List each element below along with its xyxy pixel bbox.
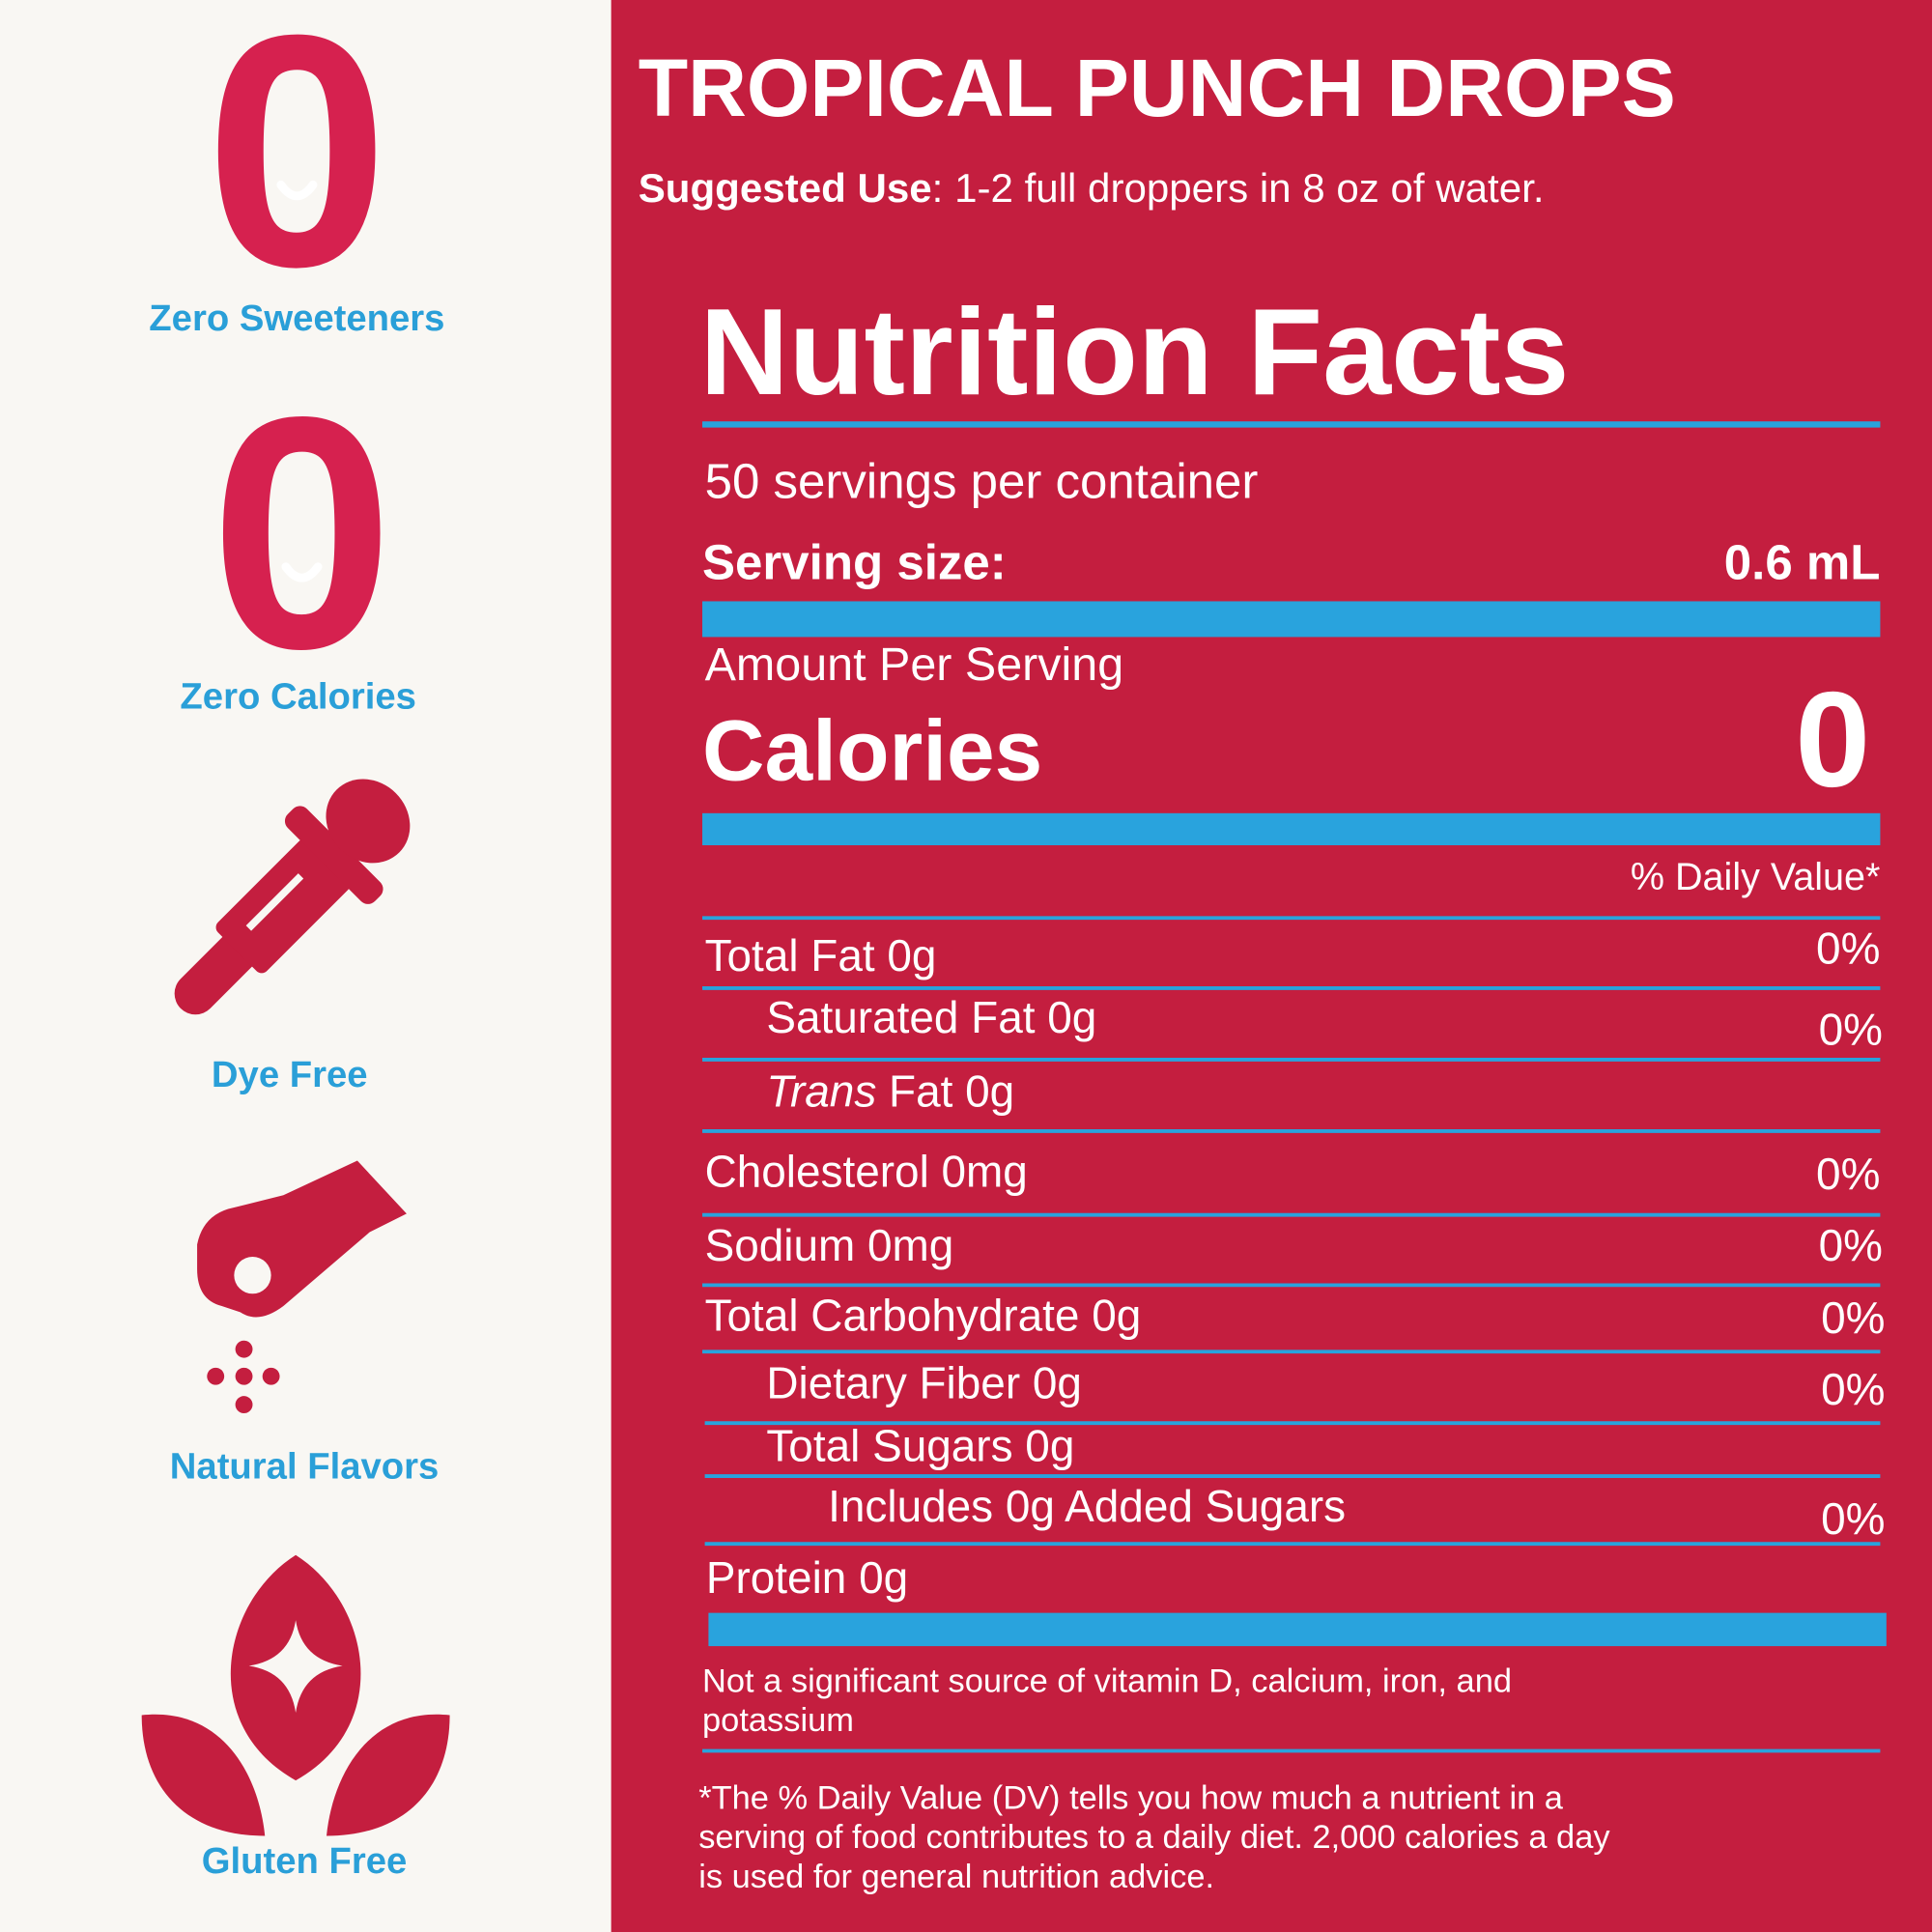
title: TROPICAL PUNCH DROPS [639, 43, 1676, 133]
nutrient: Trans Fat 0g [766, 1065, 1014, 1116]
footnote-line: is used for general nutrition advice. [698, 1859, 1214, 1895]
nutrient: Total Carbohydrate 0g [705, 1291, 1142, 1341]
daily-value: 0% [1816, 923, 1880, 973]
daily-value: 0% [1819, 1005, 1883, 1055]
calories-value: 0 [1795, 664, 1870, 815]
thick-bar [708, 1612, 1887, 1647]
badge-label: Zero Calories [180, 675, 415, 717]
footnote-line: serving of food contributes to a daily d… [698, 1819, 1610, 1856]
dropper-icon [174, 779, 411, 1015]
badge-label: Natural Flavors [170, 1446, 439, 1488]
leaf-icon [141, 1554, 450, 1836]
servings: 50 servings per container [705, 453, 1259, 508]
daily-value: 0% [1821, 1364, 1885, 1414]
dv-header: % Daily Value* [1631, 856, 1881, 898]
daily-value: 0% [1816, 1149, 1880, 1199]
calories-label: Calories [702, 701, 1042, 798]
nutrient: Cholesterol 0mg [705, 1146, 1028, 1196]
nutrient: Saturated Fat 0g [766, 992, 1096, 1042]
hand-icon [197, 1160, 407, 1414]
serving-size-label: Serving size: [702, 534, 1007, 589]
badge-label: Dye Free [212, 1054, 368, 1095]
nutrient: Total Sugars 0g [766, 1421, 1074, 1471]
badge-label: Gluten Free [202, 1840, 408, 1882]
note-line: Not a significant source of vitamin D, c… [702, 1662, 1512, 1699]
rule [702, 421, 1881, 428]
suggested-use-label: Suggested Use [639, 165, 932, 211]
serving-size-value: 0.6 mL [1724, 534, 1881, 589]
nutrient-rest: Fat 0g [876, 1065, 1014, 1116]
badge-label: Zero Sweeteners [149, 298, 444, 339]
footnote-line: *The % Daily Value (DV) tells you how mu… [698, 1779, 1564, 1816]
nutrient-italic: Trans [766, 1065, 876, 1116]
suggested-use-text: : 1-2 full droppers in 8 oz of water. [932, 165, 1545, 211]
smile [276, 180, 318, 201]
nutrient: Includes 0g Added Sugars [828, 1481, 1346, 1531]
nutrient: Total Fat 0g [705, 930, 937, 980]
note-line: potassium [702, 1702, 854, 1739]
nf-heading: Nutrition Facts [699, 284, 1569, 421]
amount-label: Amount Per Serving [705, 639, 1124, 691]
nutrient: Sodium 0mg [705, 1220, 954, 1270]
nutrient: Protein 0g [706, 1552, 908, 1603]
daily-value: 0% [1821, 1493, 1885, 1544]
smile [281, 562, 323, 582]
daily-value: 0% [1819, 1220, 1883, 1270]
daily-value: 0% [1821, 1293, 1885, 1343]
suggested-use: Suggested Use: 1-2 full droppers in 8 oz… [639, 165, 1545, 211]
thick-bar [702, 812, 1881, 845]
right-panel [611, 0, 1932, 1932]
nutrient: Dietary Fiber 0g [766, 1358, 1082, 1408]
zero-icon: 0 [205, 0, 388, 335]
zero-icon: 0 [210, 350, 393, 718]
thick-bar [702, 601, 1881, 638]
